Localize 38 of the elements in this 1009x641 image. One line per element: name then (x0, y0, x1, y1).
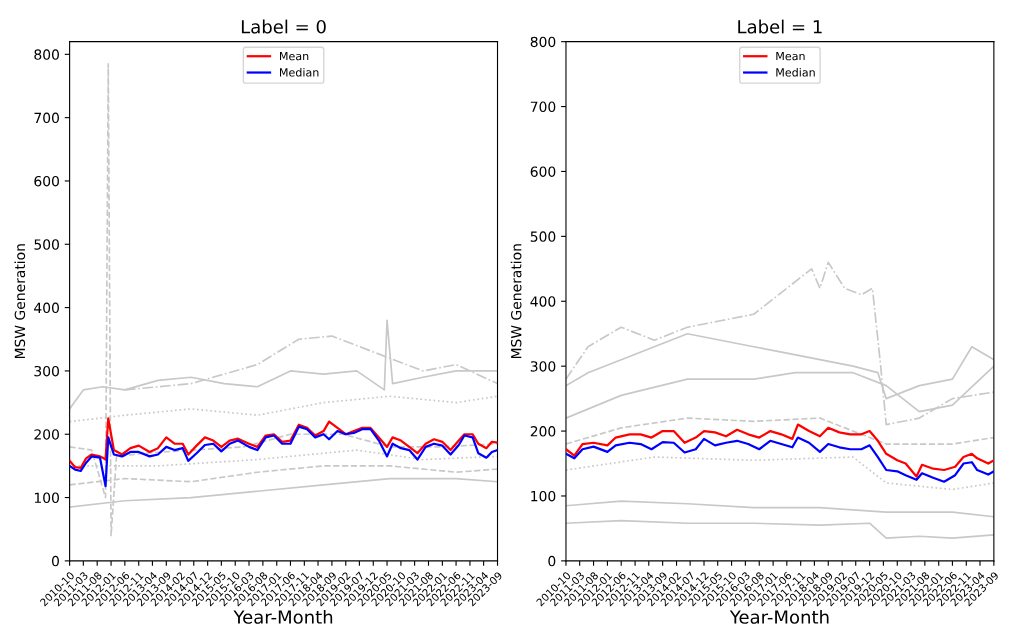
y-tick-label: 400 (530, 296, 556, 307)
y-tick-label: 200 (530, 426, 556, 437)
y-tick-label: 300 (34, 365, 59, 377)
y-axis-title: MSW Generation (510, 244, 522, 359)
legend-label: Median (776, 67, 815, 77)
y-tick-label: 700 (34, 112, 59, 124)
y-tick-label: 800 (34, 49, 59, 60)
x-axis-title: Year-Month (233, 609, 333, 624)
legend-label: Mean (280, 52, 309, 61)
line-series (69, 62, 498, 537)
line-series (565, 423, 994, 478)
line-series (565, 500, 994, 518)
y-tick-label: 600 (34, 175, 59, 187)
y-tick-label: 500 (34, 239, 59, 250)
y-tick-label: 600 (530, 166, 556, 177)
line-series (565, 456, 994, 491)
legend-label: Median (280, 67, 319, 77)
line-series (565, 261, 994, 426)
y-tick-label: 300 (530, 361, 556, 372)
line-series (69, 417, 498, 469)
y-tick-label: 700 (530, 101, 556, 113)
x-axis-title: Year-Month (729, 609, 829, 624)
line-series (565, 436, 994, 483)
legend-label: Mean (776, 52, 805, 61)
chart-title: Label = 1 (738, 19, 822, 34)
chart-title: Label = 0 (241, 19, 326, 34)
y-tick-label: 100 (34, 492, 59, 504)
y-tick-label: 800 (530, 36, 556, 48)
line-series (69, 425, 498, 488)
y-axis-title: MSW Generation (14, 244, 26, 359)
y-tick-label: 100 (531, 490, 556, 502)
y-tick-label: 0 (51, 555, 59, 567)
line-series (565, 519, 994, 539)
y-tick-label: 400 (34, 302, 59, 314)
line-series (565, 417, 994, 445)
y-tick-label: 200 (34, 429, 59, 440)
y-tick-label: 500 (530, 231, 556, 242)
y-tick-label: 0 (548, 555, 556, 567)
